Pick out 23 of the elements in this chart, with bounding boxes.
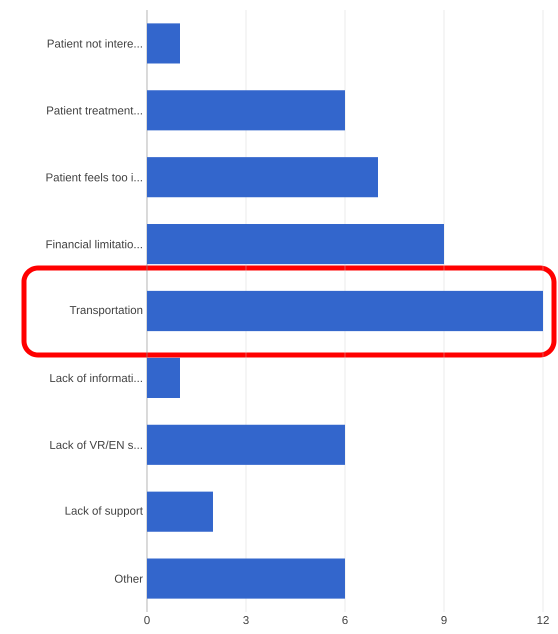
bar — [147, 290, 543, 332]
y-tick-label: Patient treatment... — [47, 106, 142, 115]
bar — [147, 23, 180, 64]
bar — [147, 224, 444, 264]
bar — [147, 492, 213, 532]
x-tick-label: 9 — [441, 616, 447, 624]
y-tick-label: Transportation — [70, 306, 142, 316]
x-tick-label: 3 — [243, 616, 249, 624]
x-tick-label: 12 — [538, 616, 549, 624]
y-tick-label: Patient not intere... — [48, 39, 142, 48]
y-tick-label: Financial limitatio... — [46, 240, 142, 248]
y-tick-label: Lack of VR/EN s... — [50, 440, 142, 449]
x-tick-label: 6 — [342, 616, 348, 624]
y-tick-label: Patient feels too i... — [46, 173, 142, 182]
y-tick-label: Lack of support — [66, 506, 143, 518]
bar — [147, 157, 378, 198]
bar — [147, 90, 345, 130]
bar — [147, 558, 345, 599]
x-tick-label: 0 — [144, 616, 150, 624]
y-tick-label: Lack of informati... — [50, 374, 142, 382]
y-tick-label: Other — [114, 574, 143, 583]
bar — [147, 358, 180, 398]
bar — [147, 424, 345, 465]
